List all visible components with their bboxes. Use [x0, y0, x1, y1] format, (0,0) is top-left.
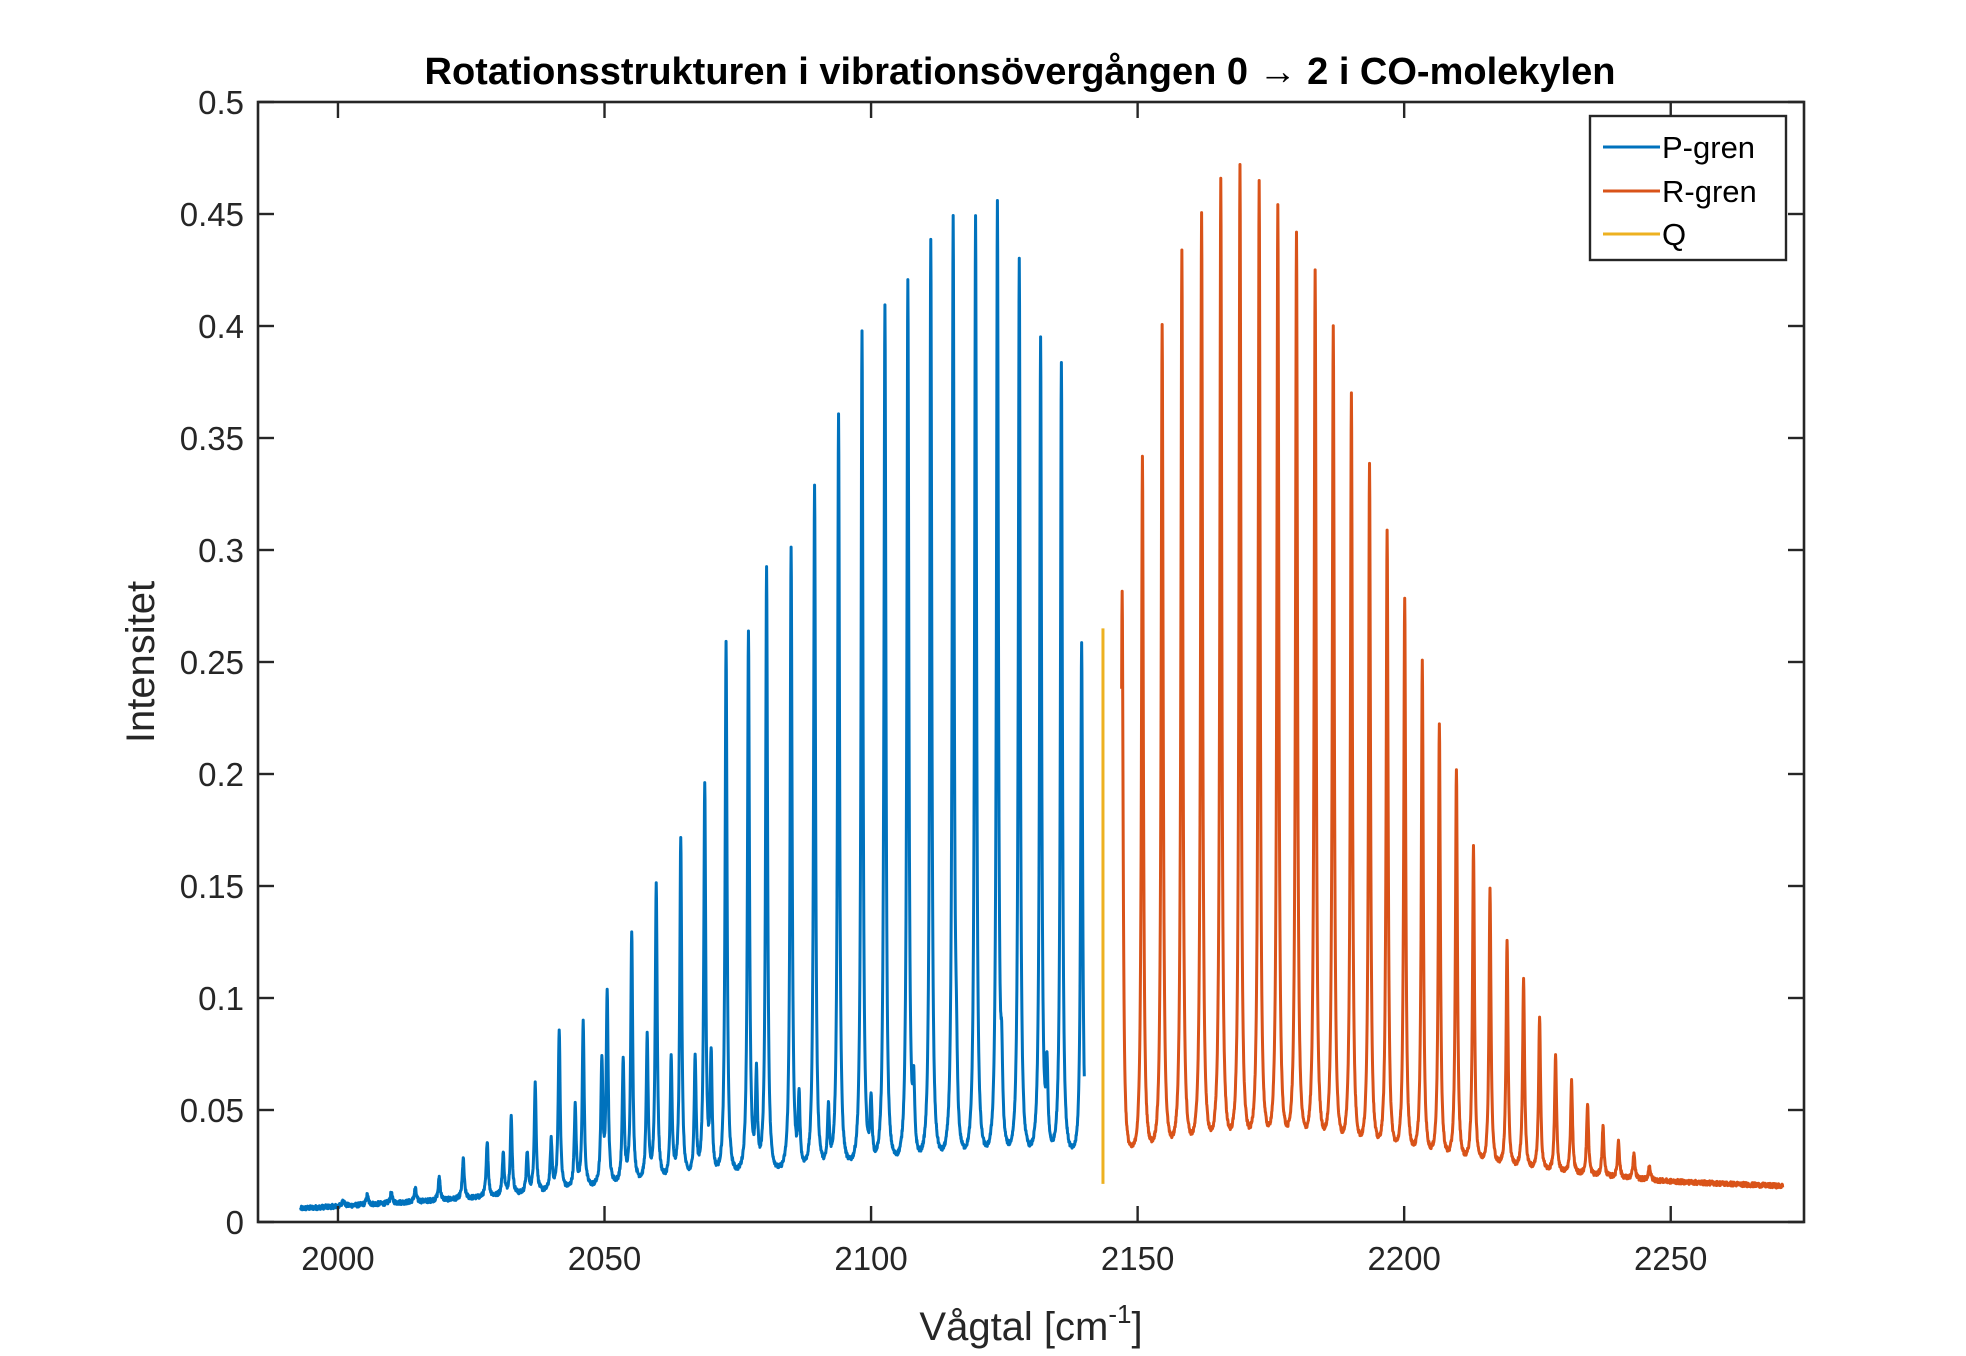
x-tick-label: 2000 — [301, 1240, 374, 1277]
x-tick-label: 2250 — [1634, 1240, 1707, 1277]
y-tick-label: 0.3 — [198, 532, 244, 569]
y-tick-label: 0.35 — [180, 420, 244, 457]
legend: P-gren R-gren Q — [1588, 114, 1788, 262]
series-line-r-gren — [1120, 162, 1785, 1190]
y-axis-label: Intensitet — [119, 581, 163, 743]
ticks-layer: 2000 2050 2100 2150 2200 2250 0 0.05 0.1 0.15 0.2 0… — [180, 84, 1804, 1277]
x-axis-label: Vågtal [cm-1] — [919, 1299, 1142, 1349]
legend-label-p-gren: P-gren — [1662, 130, 1755, 165]
x-tick-label: 2150 — [1101, 1240, 1174, 1277]
y-tick-label: 0.2 — [198, 756, 244, 793]
x-tick-label: 2050 — [568, 1240, 641, 1277]
x-tick-label: 2100 — [834, 1240, 907, 1277]
y-tick-label: 0.05 — [180, 1092, 244, 1129]
legend-label-r-gren: R-gren — [1662, 174, 1757, 209]
y-tick-label: 0.4 — [198, 308, 244, 345]
y-tick-label: 0.15 — [180, 868, 244, 905]
y-tick-label: 0.45 — [180, 196, 244, 233]
y-tick-label: 0.25 — [180, 644, 244, 681]
x-tick-label: 2200 — [1367, 1240, 1440, 1277]
chart-title: Rotationsstrukturen i vibrationsövergång… — [425, 51, 1616, 93]
legend-label-q: Q — [1662, 217, 1686, 252]
series-layer — [299, 162, 1785, 1212]
y-tick-label: 0.1 — [198, 980, 244, 1017]
legend-box — [1588, 114, 1788, 262]
y-tick-label: 0.5 — [198, 84, 244, 121]
y-tick-label: 0 — [226, 1204, 244, 1241]
series-line-p-gren — [299, 199, 1086, 1212]
